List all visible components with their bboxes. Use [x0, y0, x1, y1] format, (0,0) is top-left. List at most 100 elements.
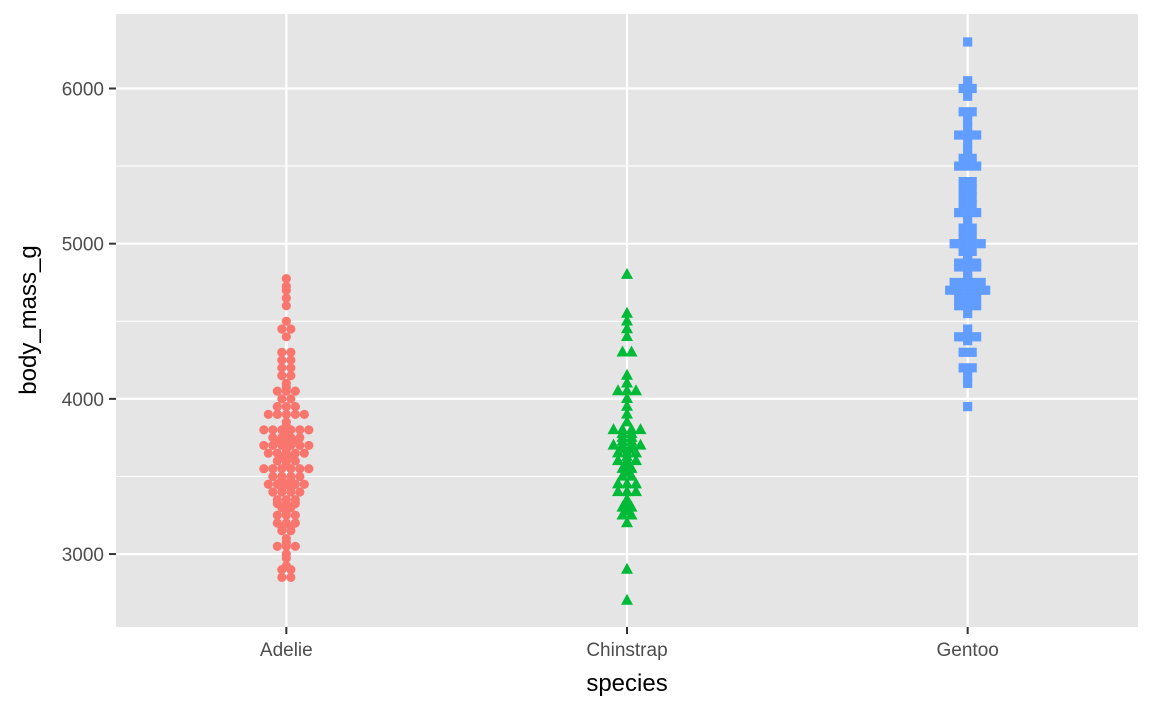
data-point-gentoo	[967, 200, 977, 210]
data-point-gentoo	[949, 277, 959, 288]
data-point-adelie	[277, 394, 287, 404]
data-point-adelie	[286, 347, 296, 357]
data-point-gentoo	[963, 37, 973, 47]
y-axis: 3000 4000 5000 6000	[62, 79, 116, 566]
data-point-gentoo	[958, 184, 968, 194]
data-point-chinstrap	[612, 485, 624, 497]
data-point-chinstrap	[607, 423, 620, 435]
data-point-adelie	[277, 370, 287, 381]
data-point-gentoo	[954, 258, 964, 268]
data-point-adelie	[286, 394, 296, 404]
data-point-adelie	[272, 495, 282, 505]
y-tick-label: 3000	[62, 545, 104, 566]
data-point-adelie	[286, 572, 296, 582]
data-point-gentoo	[972, 161, 982, 171]
data-point-gentoo	[963, 145, 973, 156]
data-point-gentoo	[958, 347, 968, 357]
data-point-adelie	[295, 471, 305, 482]
data-point-gentoo	[949, 239, 959, 249]
y-tick-label: 4000	[62, 390, 104, 411]
x-tick-label: Adelie	[260, 640, 313, 661]
data-point-gentoo	[958, 231, 968, 241]
data-point-gentoo	[954, 332, 964, 342]
data-point-chinstrap	[621, 306, 633, 318]
data-point-gentoo	[958, 200, 968, 210]
data-point-chinstrap	[625, 423, 638, 435]
data-point-adelie	[281, 378, 291, 388]
data-point-adelie	[272, 448, 282, 458]
data-point-adelie	[277, 347, 287, 357]
data-point-adelie	[272, 386, 282, 396]
data-point-gentoo	[972, 332, 982, 342]
data-point-gentoo	[958, 246, 968, 257]
data-point-gentoo	[967, 239, 977, 249]
data-point-adelie	[263, 479, 273, 489]
data-point-chinstrap	[621, 392, 633, 404]
data-point-chinstrap	[621, 492, 633, 504]
data-point-chinstrap	[621, 322, 633, 334]
x-tick-label: Gentoo	[937, 640, 999, 661]
data-point-gentoo	[963, 122, 973, 132]
data-point-chinstrap	[621, 368, 633, 380]
data-point-adelie	[290, 541, 300, 551]
data-point-gentoo	[963, 324, 973, 334]
data-point-adelie	[281, 417, 291, 427]
data-point-chinstrap	[621, 516, 633, 528]
data-point-adelie	[290, 386, 300, 396]
data-point-chinstrap	[621, 329, 633, 341]
data-point-chinstrap	[621, 384, 633, 396]
data-point-adelie	[299, 409, 309, 419]
data-point-gentoo	[967, 363, 977, 373]
data-point-chinstrap	[625, 345, 638, 357]
data-point-adelie	[290, 402, 300, 412]
data-point-adelie	[290, 409, 300, 419]
data-point-chinstrap	[634, 423, 647, 435]
data-point-adelie	[281, 561, 291, 571]
data-point-adelie	[281, 518, 291, 528]
data-point-adelie	[304, 440, 314, 451]
data-point-chinstrap	[621, 485, 633, 497]
data-point-chinstrap	[621, 477, 633, 489]
data-point-gentoo	[954, 208, 964, 218]
data-point-gentoo	[963, 332, 973, 342]
data-point-gentoo	[958, 107, 968, 117]
data-point-gentoo	[963, 76, 973, 86]
data-point-adelie	[281, 301, 291, 311]
data-point-chinstrap	[621, 399, 633, 411]
data-point-gentoo	[976, 239, 986, 249]
data-point-adelie	[259, 440, 269, 451]
data-point-chinstrap	[612, 384, 624, 396]
data-point-adelie	[295, 464, 305, 474]
data-point-gentoo	[963, 208, 973, 218]
data-point-chinstrap	[621, 376, 633, 388]
data-point-adelie	[286, 355, 296, 365]
data-point-gentoo	[967, 153, 977, 163]
data-point-gentoo	[958, 153, 968, 163]
data-point-adelie	[290, 518, 300, 528]
data-point-adelie	[272, 510, 282, 520]
x-axis-title: species	[586, 670, 667, 697]
data-point-chinstrap	[612, 454, 624, 466]
data-point-adelie	[295, 425, 305, 435]
data-point-adelie	[268, 464, 278, 474]
data-point-adelie	[281, 533, 291, 544]
data-point-adelie	[281, 293, 291, 303]
data-point-adelie	[281, 281, 291, 291]
data-point-gentoo	[963, 215, 973, 226]
data-point-adelie	[304, 425, 314, 435]
data-point-gentoo	[963, 130, 973, 140]
data-point-chinstrap	[630, 485, 642, 497]
data-point-adelie	[286, 471, 296, 482]
data-point-gentoo	[967, 184, 977, 194]
data-point-gentoo	[963, 402, 973, 412]
data-point-gentoo	[954, 130, 964, 140]
data-point-chinstrap	[616, 423, 629, 435]
data-point-gentoo	[967, 347, 977, 357]
data-point-chinstrap	[621, 314, 633, 326]
x-tick-label: Chinstrap	[586, 640, 667, 661]
data-point-gentoo	[945, 285, 955, 295]
data-point-adelie	[268, 487, 278, 497]
data-point-gentoo	[958, 192, 968, 202]
data-point-gentoo	[963, 114, 973, 125]
